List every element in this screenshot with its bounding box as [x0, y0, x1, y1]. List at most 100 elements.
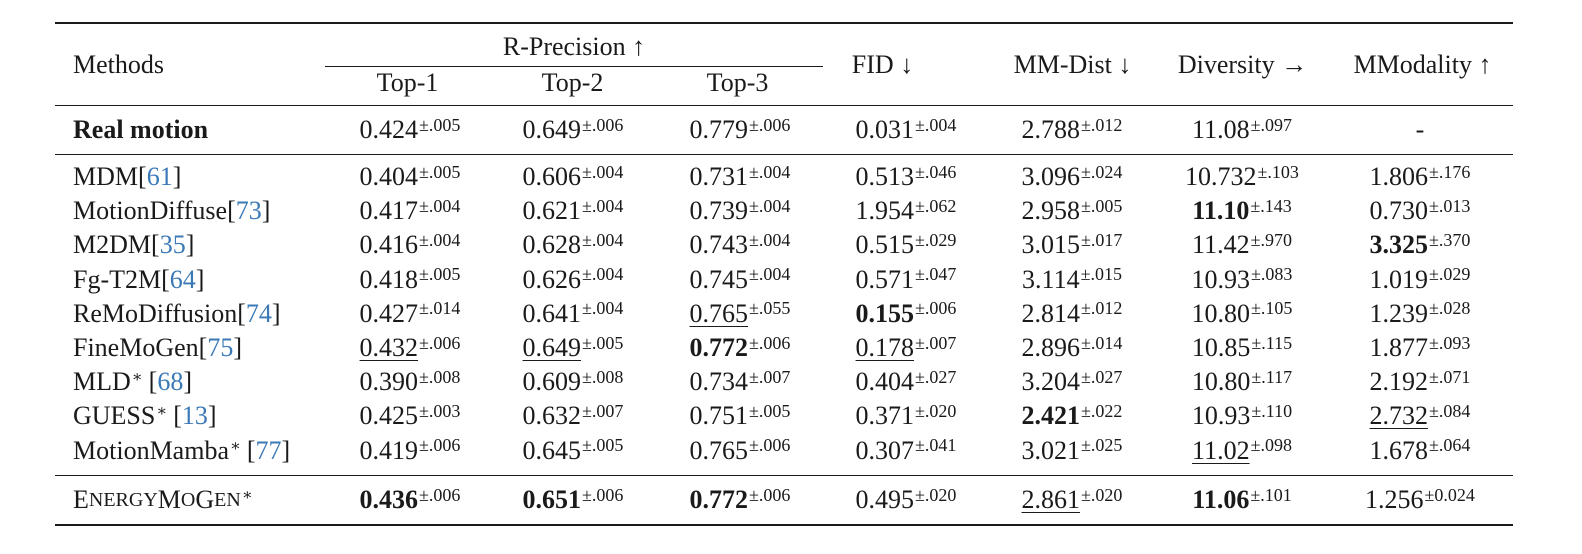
- cell-value: 0.424: [359, 115, 419, 144]
- cell-value: 0.743: [689, 230, 749, 260]
- method-row-4-cell-4: 0.571 ±.047: [824, 263, 989, 297]
- cell-value: 0.751: [689, 401, 749, 431]
- cell-std: ±.103: [1257, 161, 1299, 182]
- header-mm-dist: MM-Dist ↓: [1013, 50, 1132, 79]
- cell-std: ±.006: [749, 484, 791, 505]
- cell-std: ±.004: [749, 264, 791, 285]
- method-row-2-cell-1: 0.417 ±.004: [328, 194, 493, 228]
- method-row-8-cell-2: 0.632 ±.007: [491, 399, 656, 433]
- cell-value: 3.114: [1022, 264, 1080, 294]
- cell-std: ±.008: [582, 366, 624, 387]
- real-motion-cell-4: 0.031 ±.004: [824, 108, 989, 152]
- cell-value: 10.93: [1191, 401, 1251, 431]
- cell-value: 0.632: [522, 401, 582, 431]
- cell-std: ±.370: [1429, 229, 1471, 250]
- cell-value: 0.571: [855, 264, 915, 294]
- cell-value: 0.436: [359, 485, 419, 514]
- citation-bracket-open: [: [173, 401, 182, 431]
- row-method-name: GUESS ∗ [13]: [73, 399, 217, 433]
- header-mmodality: MModality ↑: [1353, 50, 1492, 79]
- citation-link[interactable]: 35: [159, 230, 186, 260]
- method-star: ∗: [131, 369, 143, 387]
- cell-std: ±.005: [1081, 195, 1123, 216]
- method-name-part: E: [73, 485, 89, 514]
- method-name-part: O: [180, 488, 196, 511]
- method-row-3-cell-6: 11.42 ±.970: [1160, 228, 1325, 262]
- cell-std: ±.006: [749, 114, 791, 135]
- cell-value: 0.731: [689, 162, 749, 191]
- bottom-rule: [55, 524, 1513, 526]
- citation-link[interactable]: 74: [245, 298, 272, 328]
- cell-std: ±.005: [419, 114, 461, 135]
- cell-std: ±.006: [749, 332, 791, 353]
- method-row-8-cell-4: 0.371 ±.020: [824, 399, 989, 433]
- table-row-ours: E NERGY M O G EN ∗ 0.436 ±.006 0.651 ±.006 0.772 ±.0…: [0, 478, 1582, 522]
- cell-value: 1.239: [1369, 298, 1429, 328]
- cell-value: 0.645: [522, 435, 582, 465]
- method-row-3-cell-4: 0.515 ±.029: [824, 228, 989, 262]
- real-motion-cell-7: -: [1338, 108, 1503, 152]
- header-fid: FID ↓: [851, 50, 914, 79]
- method-name-part: EN: [214, 488, 241, 511]
- cell-std: ±.007: [915, 332, 957, 353]
- cell-value: 0.425: [359, 401, 419, 431]
- citation-link[interactable]: 77: [255, 435, 282, 465]
- citation-link[interactable]: 13: [181, 401, 208, 431]
- cell-std: ±.006: [419, 435, 461, 456]
- method-row-9-cell-4: 0.307 ±.041: [824, 434, 989, 468]
- method-name: FineMoGen: [73, 333, 199, 362]
- cell-value: 0.416: [359, 230, 419, 260]
- header-top1: Top-1: [376, 68, 439, 97]
- method-row-7-cell-6: 10.80 ±.117: [1160, 365, 1325, 399]
- citation-bracket-open: [: [227, 196, 236, 226]
- citation-link[interactable]: 61: [146, 162, 173, 191]
- ours-row-cell-5: 2.861 ±.020: [990, 478, 1155, 522]
- method-row-4-cell-5: 3.114 ±.015: [990, 263, 1155, 297]
- cell-value: 1.019: [1369, 264, 1429, 294]
- real-motion-cell-1: 0.424 ±.005: [328, 108, 493, 152]
- method-row-6-cell-3: 0.772 ±.006: [658, 331, 823, 365]
- method-row-4-cell-7: 1.019 ±.029: [1338, 263, 1503, 297]
- cell-value: 0.606: [522, 162, 582, 191]
- cell-std: ±.015: [1080, 264, 1122, 285]
- cell-std: ±.029: [1429, 264, 1471, 285]
- method-row-8-cell-7: 2.732 ±.084: [1338, 399, 1503, 433]
- cell-std: ±.027: [1081, 366, 1123, 387]
- cell-value: 10.732: [1185, 162, 1257, 191]
- cell-value: 1.256: [1365, 485, 1424, 514]
- method-star: ∗: [241, 487, 253, 504]
- citation-bracket-close: ]: [195, 264, 205, 294]
- method-row-4-cell-1: 0.418 ±.005: [328, 263, 493, 297]
- method-row-4-cell-6: 10.93 ±.083: [1160, 263, 1325, 297]
- method-name: MLD: [73, 367, 131, 397]
- cell-std: ±.020: [1081, 484, 1123, 505]
- method-row-1-cell-7: 1.806 ±.176: [1338, 160, 1503, 194]
- cell-std: ±.013: [1429, 195, 1471, 216]
- header-top3: Top-3: [706, 68, 769, 97]
- method-row-5-cell-3: 0.765 ±.055: [658, 297, 823, 331]
- method-row-7-cell-3: 0.734 ±.007: [658, 365, 823, 399]
- cell-std: ±.004: [749, 229, 791, 250]
- method-name: GUESS: [73, 401, 156, 431]
- citation-link[interactable]: 75: [207, 333, 234, 362]
- cell-value: 1.954: [855, 196, 915, 226]
- cell-std: ±.098: [1250, 435, 1292, 456]
- citation-link[interactable]: 73: [235, 196, 262, 226]
- method-row-7-cell-2: 0.609 ±.008: [491, 365, 656, 399]
- citation-bracket-close: ]: [207, 401, 217, 431]
- cell-std: ±.003: [419, 400, 461, 421]
- cell-value: 2.814: [1021, 298, 1081, 328]
- cell-std: ±.020: [915, 484, 957, 505]
- cell-std: ±.115: [1251, 332, 1293, 353]
- citation-bracket-open: [: [237, 298, 246, 328]
- method-row-1-cell-1: 0.404 ±.005: [328, 160, 493, 194]
- cell-value: 3.204: [1021, 367, 1081, 397]
- cell-value: 2.896: [1021, 333, 1081, 362]
- cell-std: ±.007: [749, 366, 791, 387]
- citation-link[interactable]: 68: [157, 367, 184, 397]
- cell-std: ±.029: [915, 229, 957, 250]
- citation-link[interactable]: 64: [169, 264, 196, 294]
- cell-value: 0.427: [359, 298, 419, 328]
- ours-row-cell-3: 0.772 ±.006: [658, 478, 823, 522]
- citation-bracket-close: ]: [185, 230, 195, 260]
